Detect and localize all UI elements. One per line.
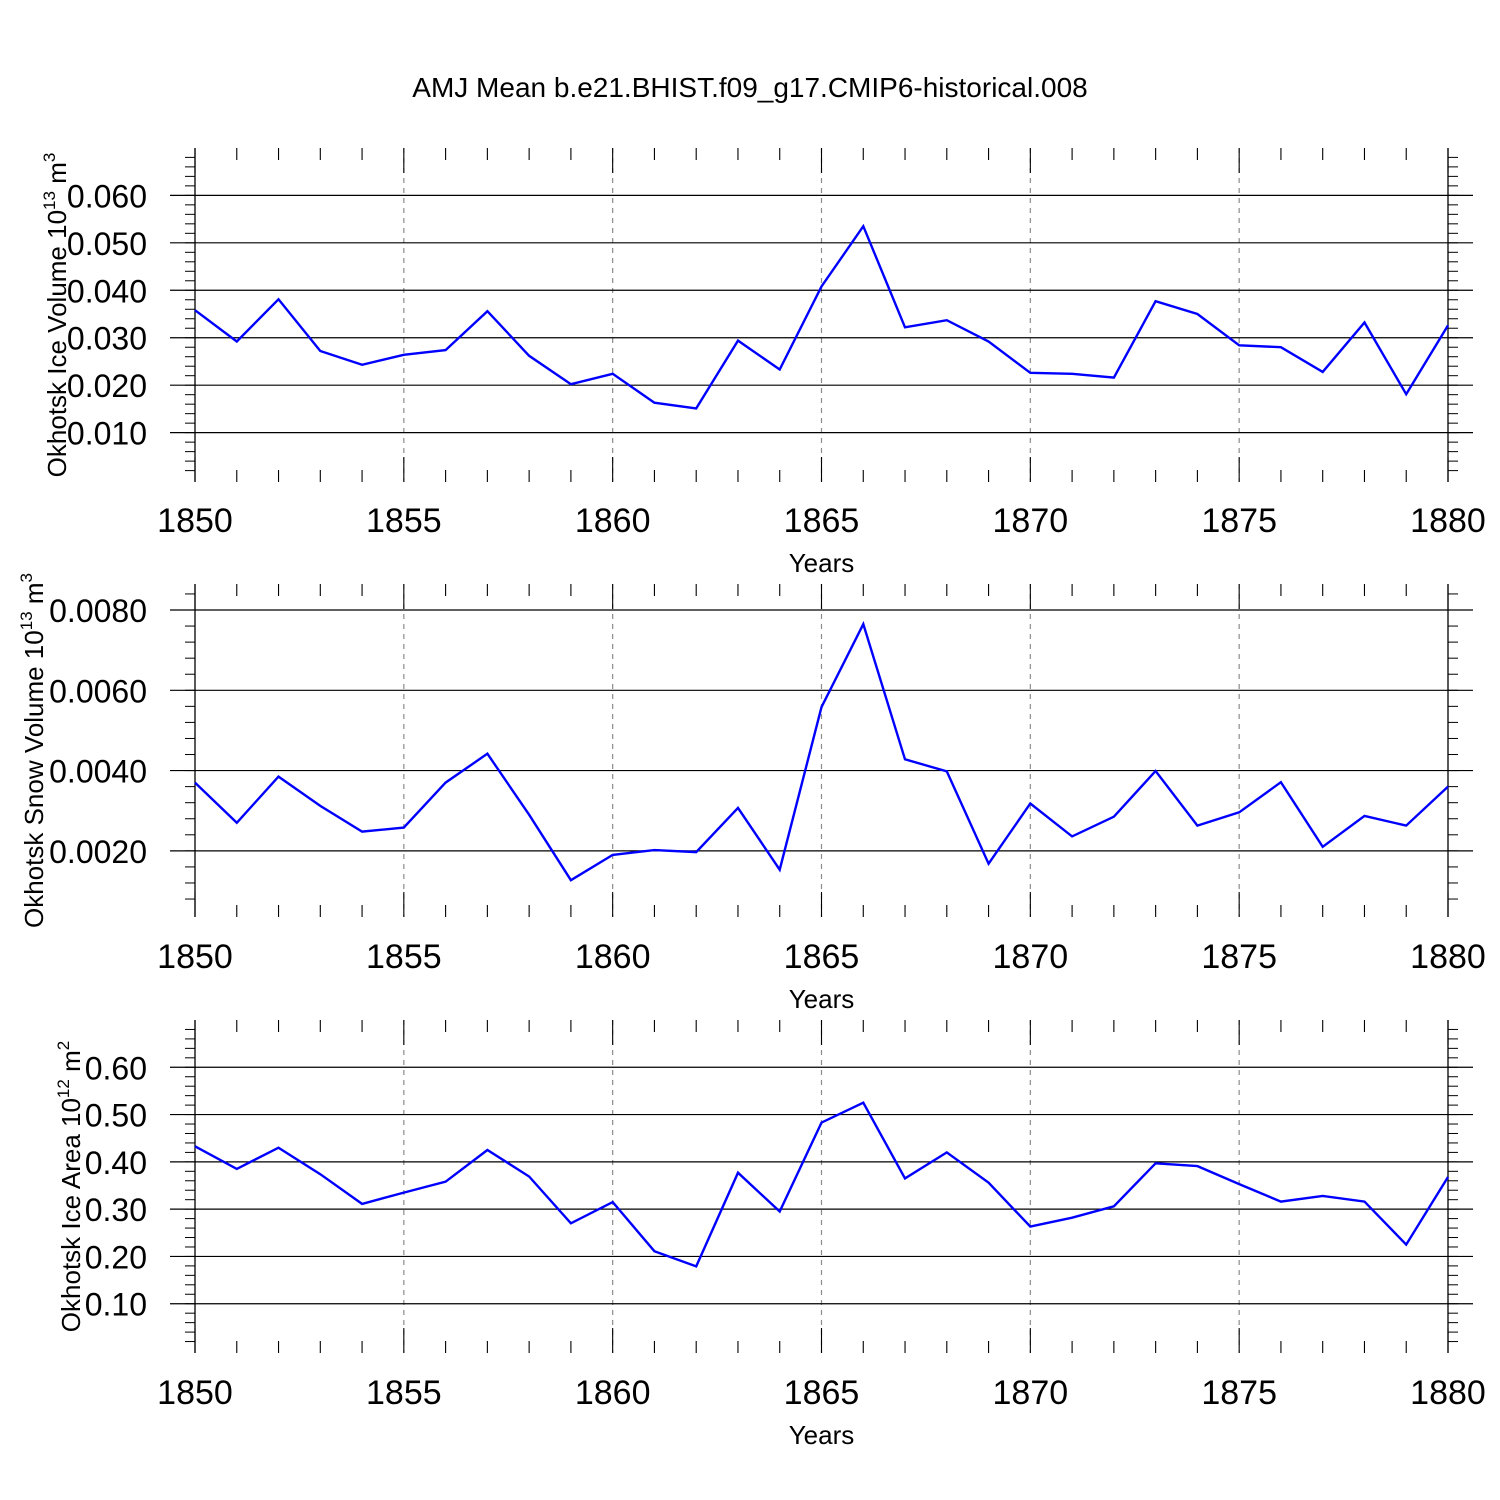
x-tick-label: 1850 bbox=[157, 1374, 233, 1412]
x-tick-label: 1855 bbox=[366, 1374, 442, 1412]
y-tick-label: 0.40 bbox=[85, 1145, 147, 1181]
y-tick-label: 0.020 bbox=[67, 368, 147, 404]
y-tick-label: 0.0020 bbox=[49, 834, 147, 870]
y-tick-label: 0.30 bbox=[85, 1192, 147, 1228]
x-tick-label: 1875 bbox=[1201, 938, 1277, 976]
x-tick-label: 1855 bbox=[366, 502, 442, 540]
y-tick-label: 0.0080 bbox=[49, 593, 147, 629]
series-line bbox=[194, 620, 1449, 882]
y-tick-label: 0.0060 bbox=[49, 673, 147, 709]
x-tick-label: 1875 bbox=[1201, 502, 1277, 540]
panel-snow-volume: 0.0020 0.0040 0.0060 0.0080 1850 1855 1860 1865… bbox=[17, 573, 1486, 1014]
x-tick-label: 1860 bbox=[575, 1374, 651, 1412]
panel-ice-area: 0.10 0.20 0.30 0.40 0.50 0.60 1850 1855 1860 1865… bbox=[54, 1020, 1486, 1450]
x-axis-title: Years bbox=[789, 1420, 855, 1450]
y-tick-label: 0.030 bbox=[67, 321, 147, 357]
x-tick-label: 1875 bbox=[1201, 1374, 1277, 1412]
x-tick-label: 1860 bbox=[575, 502, 651, 540]
y-tick-label: 0.50 bbox=[85, 1098, 147, 1134]
x-tick-label: 1870 bbox=[993, 1374, 1069, 1412]
x-axis-title: Years bbox=[789, 548, 855, 578]
x-tick-label: 1865 bbox=[784, 502, 860, 540]
x-tick-label: 1880 bbox=[1410, 502, 1486, 540]
x-tick-label: 1865 bbox=[784, 1374, 860, 1412]
x-tick-label: 1850 bbox=[157, 938, 233, 976]
x-tick-label: 1850 bbox=[157, 502, 233, 540]
y-tick-label: 0.050 bbox=[67, 226, 147, 262]
x-tick-label: 1870 bbox=[993, 938, 1069, 976]
x-tick-label: 1865 bbox=[784, 938, 860, 976]
panel-ice-volume: 0.010 0.020 0.030 0.040 0.050 0.060 1850 1855 18… bbox=[40, 148, 1486, 578]
x-tick-label: 1880 bbox=[1410, 938, 1486, 976]
y-tick-label: 0.040 bbox=[67, 273, 147, 309]
y-tick-label: 0.010 bbox=[67, 416, 147, 452]
y-axis-title: Okhotsk Ice Area 1012 m2 bbox=[54, 1041, 86, 1332]
x-tick-label: 1870 bbox=[993, 502, 1069, 540]
y-tick-label: 0.20 bbox=[85, 1239, 147, 1275]
y-tick-label: 0.60 bbox=[85, 1050, 147, 1086]
y-tick-label: 0.10 bbox=[85, 1287, 147, 1323]
x-tick-label: 1860 bbox=[575, 938, 651, 976]
series-line bbox=[194, 223, 1450, 410]
y-tick-label: 0.060 bbox=[67, 178, 147, 214]
y-axis-title: Okhotsk Snow Volume 1013 m3 bbox=[17, 573, 49, 928]
y-tick-label: 0.0040 bbox=[49, 754, 147, 790]
y-axis-title: Okhotsk Ice Volume 1013 m3 bbox=[40, 153, 72, 478]
x-tick-label: 1855 bbox=[366, 938, 442, 976]
x-axis-title: Years bbox=[789, 984, 855, 1014]
figure-title: AMJ Mean b.e21.BHIST.f09_g17.CMIP6-histo… bbox=[412, 72, 1088, 103]
x-tick-label: 1880 bbox=[1410, 1374, 1486, 1412]
